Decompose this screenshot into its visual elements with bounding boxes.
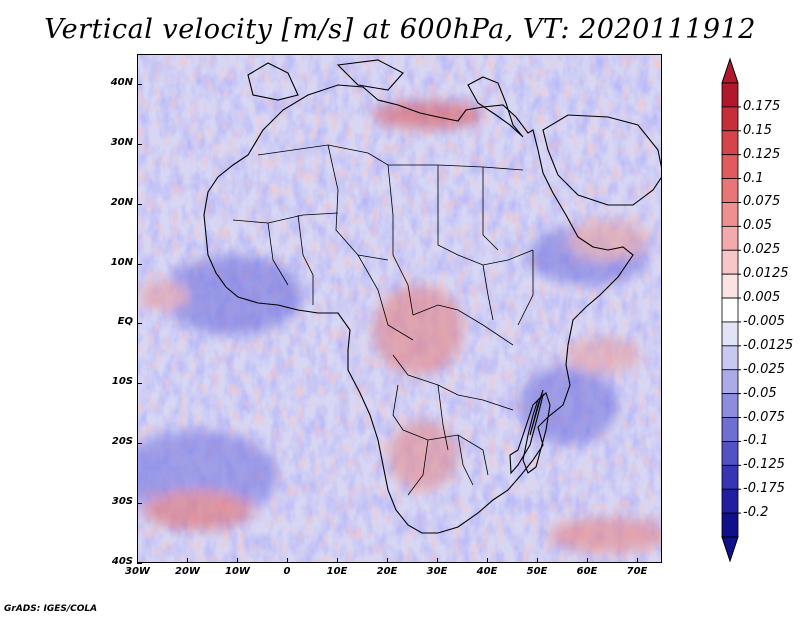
x-tick-label: 70E: [626, 566, 648, 577]
y-tick-label: 30S: [111, 496, 133, 508]
x-tick-mark: [287, 558, 288, 563]
colorbar-swatch: [721, 202, 739, 227]
x-tick-mark: [187, 558, 188, 563]
y-tick-mark: [137, 323, 142, 325]
y-tick-mark: [137, 383, 142, 385]
colorbar-value-label: -0.075: [743, 409, 785, 425]
x-tick-mark: [637, 558, 638, 563]
colorbar-swatch: [721, 321, 739, 347]
coastline-outline: [203, 59, 661, 534]
x-tick-label: 30E: [426, 566, 448, 577]
x-tick-label: 50E: [526, 566, 548, 577]
x-tick-label: 30W: [125, 566, 150, 577]
y-tick-label: 10N: [110, 256, 133, 268]
colorbar-value-label: -0.005: [743, 313, 785, 329]
colorbar-value-label: 0.1: [743, 170, 764, 186]
colorbar-value-label: -0.125: [743, 457, 785, 473]
colorbar-swatch: [721, 488, 739, 514]
colorbar-swatch: [721, 130, 739, 156]
vertical-velocity-field: [138, 55, 661, 562]
colorbar-swatch: [721, 178, 739, 203]
colorbar-value-label: 0.0125: [743, 266, 789, 282]
colorbar-value-label: 0.025: [743, 242, 781, 258]
y-tick-label: 40N: [110, 76, 133, 88]
y-tick-label: 30N: [110, 136, 133, 148]
x-tick-mark: [587, 558, 588, 563]
y-tick-mark: [137, 143, 142, 145]
map-panel: [137, 54, 662, 563]
colorbar-swatch: [721, 297, 739, 323]
colorbar-swatch: [721, 441, 739, 466]
colorbar-swatch: [721, 369, 739, 395]
colorbar-swatch: [721, 393, 739, 418]
y-tick-mark: [137, 503, 142, 505]
x-tick-mark: [437, 558, 438, 563]
colorbar-value-label: 0.125: [743, 146, 781, 162]
x-tick-label: 20E: [376, 566, 398, 577]
colorbar-value-label: 0.175: [743, 98, 781, 114]
colorbar-value-label: 0.005: [743, 290, 781, 306]
y-tick-mark: [137, 83, 142, 85]
colorbar-swatch: [721, 249, 739, 275]
x-tick-mark: [387, 558, 388, 563]
x-tick-label: 20W: [175, 566, 200, 577]
colorbar-swatch: [721, 345, 739, 371]
y-tick-label: 10S: [111, 376, 133, 388]
x-tick-label: 10E: [326, 566, 348, 577]
x-tick-label: 10W: [225, 566, 250, 577]
map-title: Vertical velocity [m/s] at 600hPa, VT: 2…: [44, 14, 756, 45]
colorbar-value-label: -0.175: [743, 481, 785, 497]
x-tick-label: 60E: [576, 566, 598, 577]
colorbar-swatch: [721, 512, 739, 538]
y-tick-mark: [137, 203, 142, 205]
colorbar-swatch: [721, 273, 739, 299]
colorbar-value-label: 0.15: [743, 122, 772, 138]
colorbar-value-label: 0.05: [743, 218, 772, 234]
colorbar-swatch: [721, 225, 739, 251]
y-tick-mark: [137, 443, 142, 445]
madagascar-outline: [522, 392, 551, 474]
y-tick-label: 40S: [111, 556, 133, 567]
colorbar-swatch: [721, 154, 739, 179]
y-tick-mark: [137, 263, 142, 265]
y-tick-label: 20S: [111, 436, 133, 448]
colorbar-value-label: -0.1: [743, 433, 769, 449]
y-tick-mark: [137, 563, 142, 564]
colorbar-value-label: -0.2: [743, 505, 769, 521]
x-tick-mark: [337, 558, 338, 563]
country-borders: [232, 144, 534, 496]
colorbar-bottom-arrow: [721, 536, 739, 563]
y-tick-label: EQ: [117, 316, 133, 328]
colorbar-value-label: -0.025: [743, 361, 785, 377]
colorbar-value-label: -0.05: [743, 385, 777, 401]
y-tick-label: 20N: [110, 196, 133, 208]
colorbar-swatch: [721, 106, 739, 132]
x-tick-mark: [237, 558, 238, 563]
colorbar-value-label: -0.0125: [743, 337, 794, 353]
colorbar-value-label: 0.075: [743, 194, 781, 210]
x-tick-mark: [487, 558, 488, 563]
x-tick-mark: [137, 558, 138, 563]
colorbar-top-arrow: [721, 57, 739, 84]
colorbar-swatch: [721, 464, 739, 490]
x-tick-label: 0: [283, 566, 291, 577]
colorbar-swatch: [721, 417, 739, 442]
x-tick-mark: [537, 558, 538, 563]
x-tick-label: 40E: [476, 566, 498, 577]
colorbar-swatch: [721, 82, 739, 108]
grads-credit: GrADS: IGES/COLA: [4, 604, 98, 614]
